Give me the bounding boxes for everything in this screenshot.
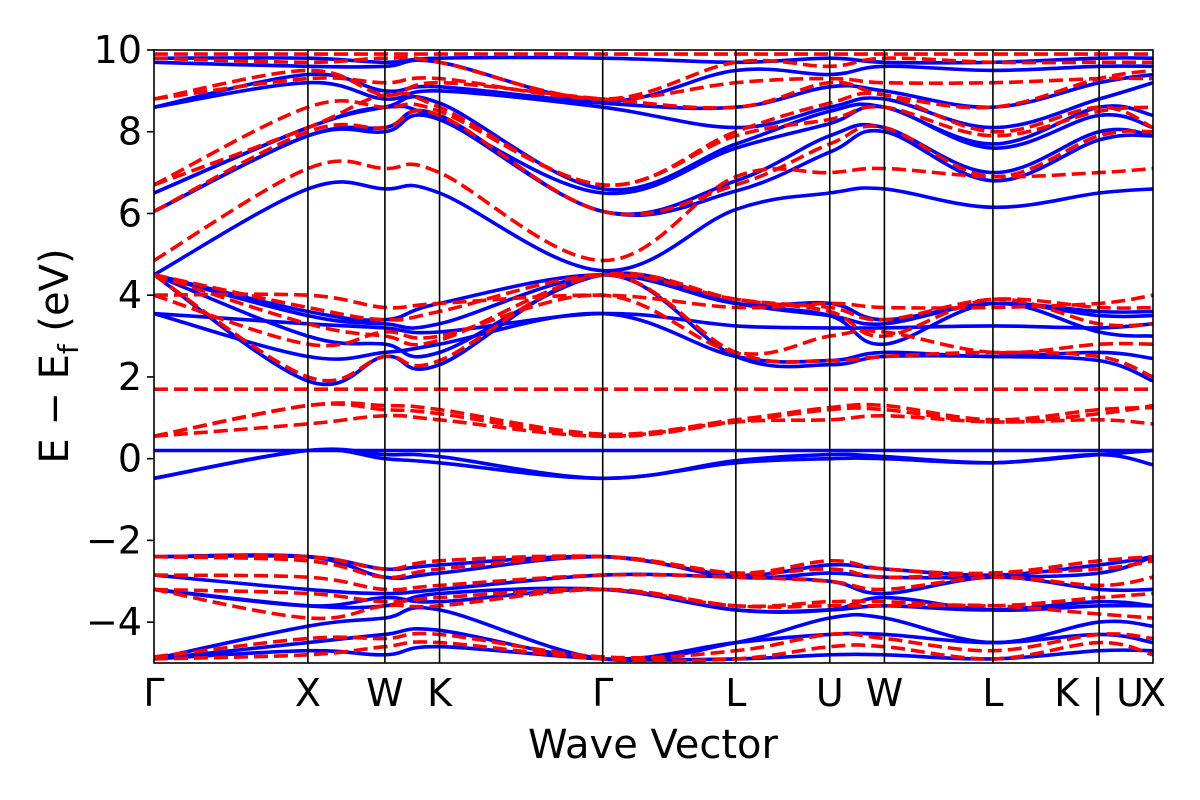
band-line (154, 572, 1153, 596)
dashed-series (154, 52, 1153, 663)
x-tick-label: L (725, 671, 746, 715)
band-line (154, 586, 1153, 614)
x-tick-label: Γ (592, 671, 613, 715)
band-line (154, 402, 1153, 439)
band-line (154, 91, 1153, 187)
y-axis-label: E − Ef (eV) (32, 248, 85, 463)
x-tick-label: L (982, 671, 1003, 715)
band-line (154, 94, 1153, 195)
band-line (154, 76, 1153, 101)
band-line (154, 180, 1153, 277)
band-line (154, 587, 1153, 621)
x-tick-label: W (366, 671, 404, 715)
band-line (154, 292, 1153, 310)
y-axis-label-unit: (eV) (32, 248, 78, 344)
y-tick-label: 6 (118, 191, 142, 235)
band-line (154, 554, 1153, 580)
band-line (154, 553, 1153, 576)
x-tick-label: K (427, 671, 453, 715)
band-line (154, 572, 1153, 592)
band-line (154, 587, 1153, 609)
band-line (154, 113, 1153, 217)
band-line (154, 272, 1153, 322)
x-tick-label: X (295, 671, 321, 715)
y-axis-label-base: E − E (32, 354, 78, 464)
band-line (154, 631, 1153, 660)
x-axis-label: Wave Vector (528, 722, 779, 768)
y-tick-label: 8 (118, 110, 142, 154)
y-tick-label: 2 (118, 355, 142, 399)
y-tick-label: 0 (118, 437, 142, 481)
band-line (154, 401, 1153, 438)
y-tick-label: −4 (86, 600, 142, 644)
band-line (154, 58, 1153, 103)
band-line (154, 68, 1153, 110)
x-tick-label: Γ (143, 671, 164, 715)
band-line (154, 55, 1153, 101)
x-tick-label: W (866, 671, 904, 715)
band-line (154, 273, 1153, 323)
x-tick-label: K | U (1054, 671, 1144, 716)
y-axis-label-subscript: f (52, 343, 85, 354)
x-tick-label: X (1140, 671, 1166, 715)
kpoint-lines (307, 50, 1100, 663)
band-line (154, 272, 1153, 383)
band-line (154, 311, 1153, 335)
band-line (154, 293, 1153, 356)
band-line (154, 413, 1153, 439)
x-tick-label: U (816, 671, 844, 715)
y-axis: 10 8 6 4 2 0 −2 −4 (86, 28, 154, 644)
band-line (154, 640, 1153, 663)
y-tick-label: −2 (86, 518, 142, 562)
band-line (154, 80, 1153, 130)
plot-frame (153, 49, 1154, 664)
y-tick-label: 4 (118, 273, 142, 317)
y-tick-label: 10 (94, 28, 142, 72)
